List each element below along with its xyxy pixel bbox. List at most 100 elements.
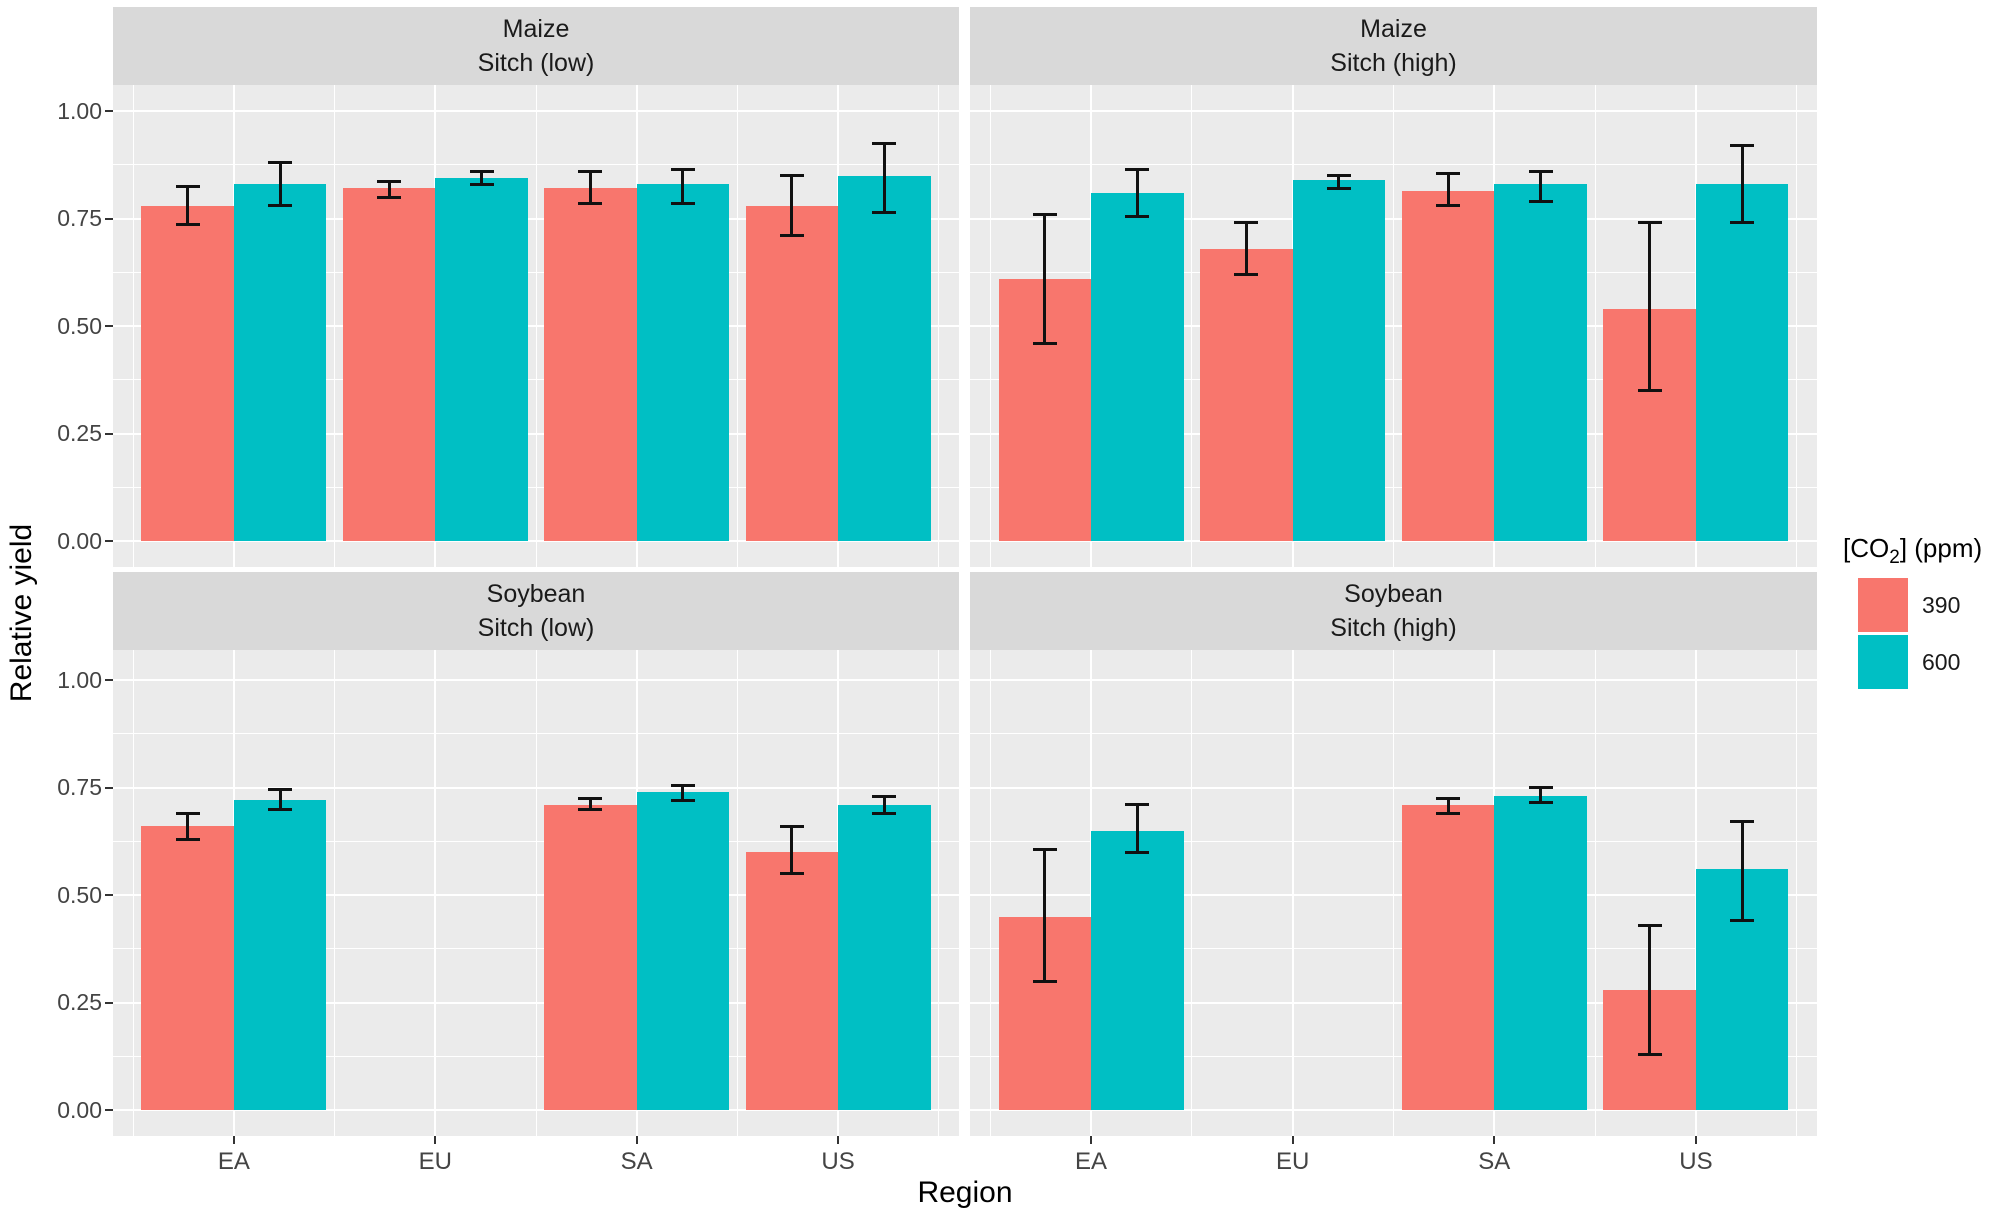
y-tick-label: 0.00 (57, 527, 102, 554)
legend-entry-390: 390 (1858, 578, 2008, 633)
bar-sa-600 (636, 184, 730, 541)
errorbar-cap-bottom (1125, 850, 1150, 854)
y-tick-label: 0.25 (57, 420, 102, 446)
errorbar-line-sa-390 (588, 798, 592, 809)
errorbar-cap-bottom (1326, 186, 1351, 190)
errorbar-line-eu-390 (387, 181, 391, 197)
errorbar-cap-top (1637, 221, 1662, 225)
y-tick-label: 0.75 (57, 205, 102, 231)
legend: [CO2] (ppm) 390 600 (1843, 533, 2008, 689)
minor-gridline (1393, 85, 1394, 567)
x-tick-mark (1493, 1136, 1496, 1144)
bar-eu-600 (1292, 179, 1386, 541)
x-tick-mark (837, 1136, 840, 1144)
minor-gridline (1796, 650, 1798, 1136)
errorbar-line-eu-600 (480, 171, 484, 185)
errorbar-cap-bottom (578, 201, 603, 205)
minor-gridline (535, 650, 537, 1136)
x-tick-mark (1694, 1136, 1697, 1144)
minor-gridline (334, 650, 336, 1136)
y-tick-label: 0.50 (57, 312, 102, 339)
errorbar-cap-top (578, 796, 603, 800)
y-tick-label: 0.25 (57, 989, 102, 1015)
errorbar-line-us-600 (882, 796, 886, 814)
errorbar-cap-top (175, 811, 200, 815)
bar-sa-390 (1401, 190, 1495, 541)
y-tick-mark (105, 540, 113, 542)
minor-gridline (938, 650, 940, 1136)
errorbar-cap-top (469, 169, 494, 173)
y-tick-mark (105, 110, 113, 112)
minor-gridline (736, 85, 738, 567)
minor-gridline (1393, 650, 1394, 1136)
y-tick-mark (105, 217, 113, 220)
errorbar-line-sa-600 (681, 785, 685, 801)
facet-strip-soybean-low: Soybean Sitch (low) (113, 572, 959, 650)
bar-ea-600 (1091, 192, 1184, 541)
bar-ea-390 (141, 205, 234, 541)
errorbar-cap-bottom (377, 195, 402, 199)
bar-us-600 (838, 804, 931, 1110)
errorbar-cap-bottom (1032, 341, 1057, 345)
minor-gridline (132, 85, 134, 567)
minor-gridline (1191, 650, 1193, 1136)
errorbar-line-sa-600 (1539, 787, 1543, 803)
errorbar-cap-top (1032, 848, 1057, 852)
legend-swatch-390 (1858, 578, 1908, 632)
errorbar-line-sa-390 (588, 171, 592, 204)
legend-entry-600: 600 (1858, 635, 2008, 690)
minor-gridline (989, 650, 991, 1136)
major-gridline (434, 650, 437, 1136)
errorbar-line-eu-390 (1244, 222, 1248, 275)
errorbar-cap-top (779, 824, 804, 828)
errorbar-cap-top (1436, 796, 1461, 800)
errorbar-line-us-600 (882, 143, 886, 213)
errorbar-cap-top (175, 184, 200, 188)
bar-eu-390 (342, 188, 436, 541)
errorbar-cap-bottom (1436, 204, 1461, 208)
errorbar-line-sa-600 (681, 169, 685, 204)
errorbar-cap-top (1730, 820, 1755, 824)
strip-crop-label: Maize (502, 15, 570, 43)
errorbar-cap-top (377, 180, 402, 184)
errorbar-cap-bottom (1528, 801, 1553, 805)
errorbar-cap-top (1125, 803, 1150, 807)
errorbar-cap-bottom (1730, 919, 1755, 923)
errorbar-cap-top (1637, 923, 1662, 927)
errorbar-cap-top (1125, 167, 1150, 171)
strip-sitch-label: Sitch (high) (1330, 614, 1457, 642)
errorbar-cap-top (268, 788, 293, 792)
errorbar-cap-top (1528, 169, 1553, 173)
errorbar-cap-top (268, 161, 293, 165)
x-tick-label: EU (1276, 1148, 1310, 1175)
errorbar-cap-bottom (1436, 811, 1461, 815)
y-tick-label: 1.00 (57, 97, 102, 124)
strip-crop-label: Soybean (1344, 580, 1443, 608)
bar-us-390 (745, 205, 839, 541)
errorbar-cap-bottom (175, 837, 200, 841)
errorbar-line-us-390 (1648, 222, 1652, 391)
bar-sa-390 (544, 804, 637, 1110)
bar-sa-390 (544, 188, 637, 541)
errorbar-cap-top (670, 167, 695, 171)
bar-sa-600 (1494, 796, 1587, 1110)
facet-strip-maize-high: Maize Sitch (high) (970, 7, 1817, 85)
minor-gridline (1594, 650, 1596, 1136)
errorbar-cap-bottom (175, 223, 200, 227)
panel-maize-sitch-high (970, 85, 1817, 567)
minor-gridline (535, 85, 537, 567)
y-tick-label: 0.75 (57, 774, 102, 800)
errorbar-line-us-390 (790, 826, 794, 874)
bar-us-600 (1695, 184, 1789, 541)
errorbar-line-ea-600 (278, 162, 282, 206)
x-tick-mark (434, 1136, 437, 1144)
errorbar-cap-bottom (779, 234, 804, 238)
errorbar-line-ea-390 (1043, 214, 1047, 344)
x-tick-label: EA (217, 1148, 250, 1175)
y-tick-mark (105, 894, 113, 896)
legend-label-600: 600 (1922, 649, 1961, 675)
errorbar-line-us-390 (790, 175, 794, 236)
bar-ea-600 (233, 184, 327, 541)
errorbar-cap-bottom (268, 204, 293, 208)
minor-gridline (989, 85, 991, 567)
